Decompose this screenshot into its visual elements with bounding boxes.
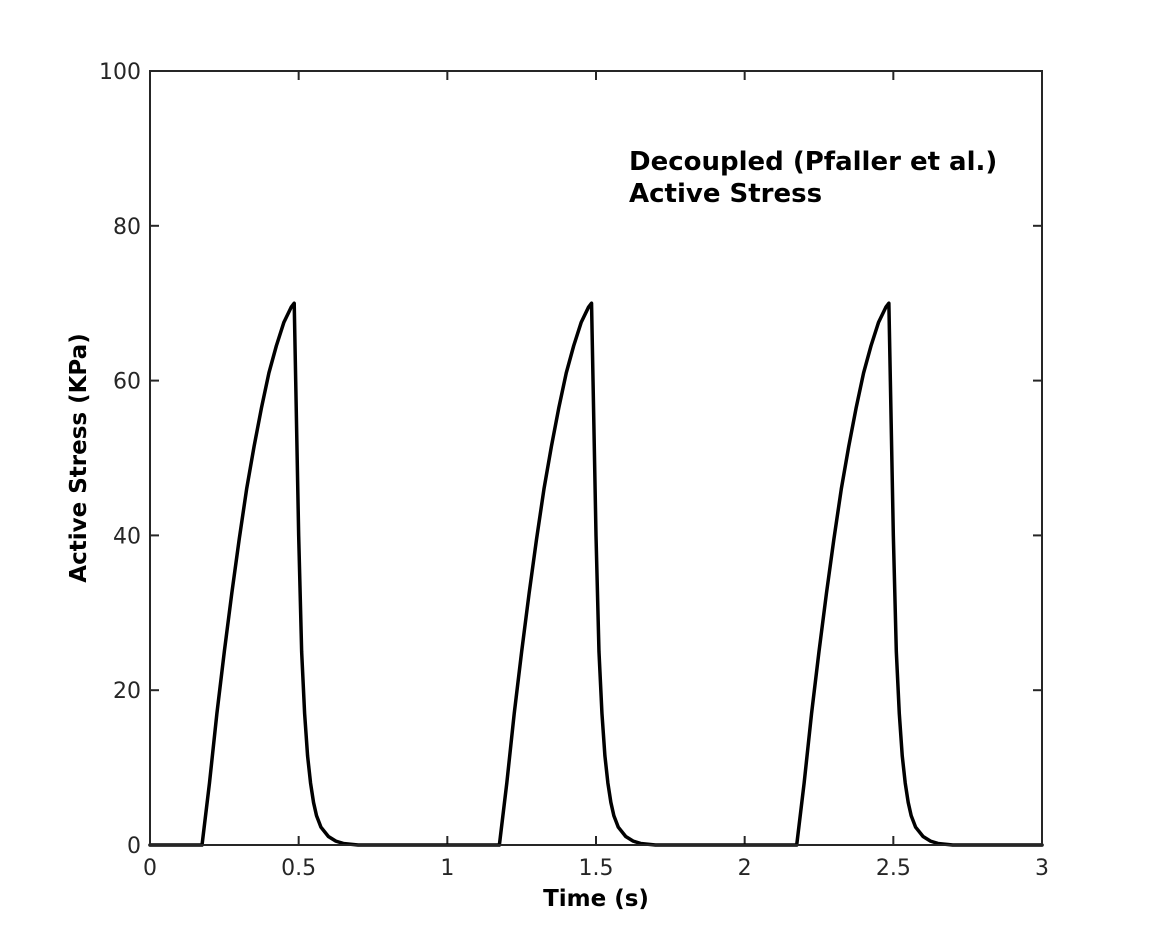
y-tick-label: 60 bbox=[113, 370, 141, 395]
x-tick-label: 1 bbox=[440, 856, 454, 881]
x-tick-label: 2.5 bbox=[876, 856, 911, 881]
y-axis-label: Active Stress (KPa) bbox=[66, 333, 92, 582]
x-tick-label: 2 bbox=[738, 856, 752, 881]
y-tick-label: 40 bbox=[113, 524, 141, 549]
x-axis-label: Time (s) bbox=[543, 886, 649, 912]
y-tick-label: 0 bbox=[127, 834, 141, 859]
active-stress-series-line bbox=[148, 301, 1044, 847]
x-tick-label: 0 bbox=[143, 856, 157, 881]
x-tick-label: 0.5 bbox=[281, 856, 316, 881]
y-tick-label: 100 bbox=[99, 60, 141, 85]
y-tick-label: 20 bbox=[113, 679, 141, 704]
x-axis-ticks: 0 0.5 1 1.5 2 2.5 3 bbox=[143, 71, 1049, 881]
annotation-line-2: Active Stress bbox=[629, 179, 822, 209]
plot-frame bbox=[149, 70, 1043, 846]
x-tick-label: 3 bbox=[1035, 856, 1049, 881]
x-tick-label: 1.5 bbox=[579, 856, 614, 881]
y-tick-label: 80 bbox=[113, 215, 141, 240]
y-axis-ticks: 0 20 40 60 80 100 bbox=[99, 60, 1042, 859]
annotation-line-1: Decoupled (Pfaller et al.) bbox=[629, 147, 997, 177]
